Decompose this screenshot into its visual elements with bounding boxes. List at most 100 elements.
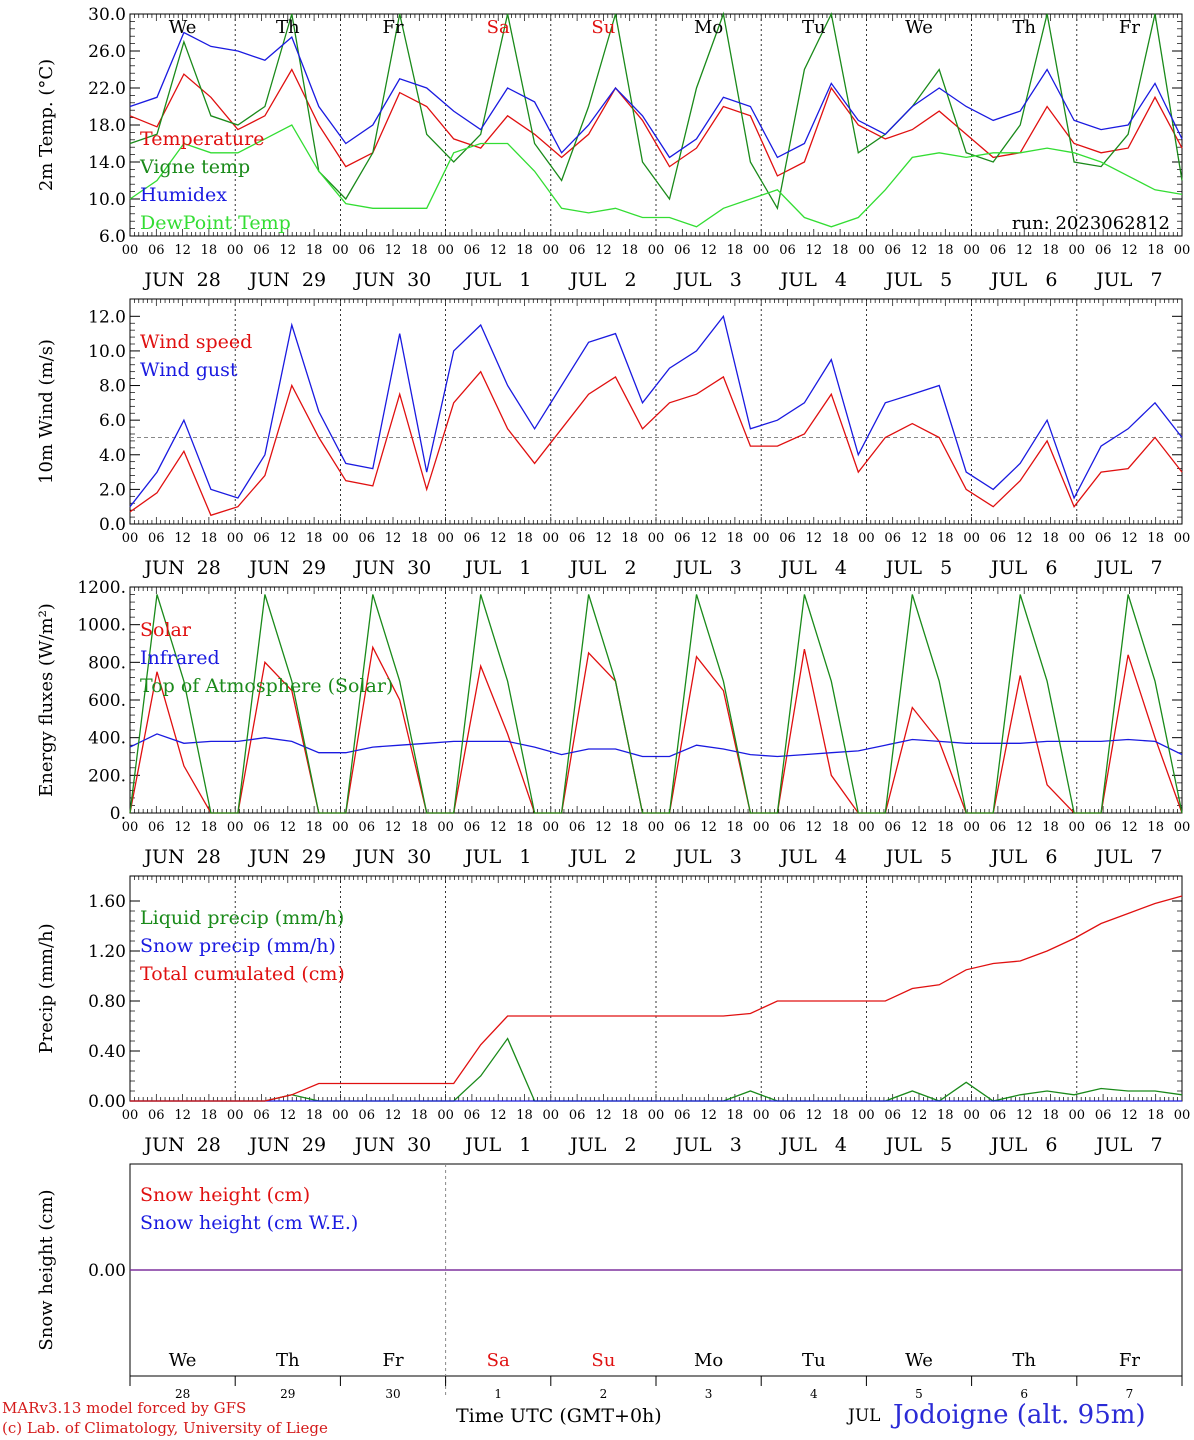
legend-entry: Humidex: [140, 184, 227, 206]
hour-tick-label: 12: [385, 820, 402, 835]
hour-tick-label: 12: [1121, 1108, 1138, 1123]
hour-tick-label: 12: [385, 243, 402, 258]
weekday-label: Fr: [1119, 17, 1140, 38]
hour-tick-label: 12: [490, 820, 507, 835]
y-tick-label: 26.0: [88, 42, 126, 62]
legend-entry: DewPoint Temp: [140, 212, 291, 234]
hour-tick-label: 06: [674, 531, 691, 546]
hour-tick-label: 12: [806, 820, 823, 835]
hour-tick-label: 00: [1174, 243, 1191, 258]
hour-tick-label: 18: [1147, 531, 1164, 546]
hour-tick-label: 00: [122, 1108, 139, 1123]
legend-entry: Total cumulated (cm): [140, 963, 345, 985]
hour-tick-label: 00: [1069, 1108, 1086, 1123]
hour-tick-label: 06: [358, 820, 375, 835]
hour-tick-label: 06: [148, 243, 165, 258]
y-tick-label: 1200.: [77, 578, 126, 598]
date-label: JUL 7: [1094, 1134, 1162, 1156]
hour-tick-label: 18: [516, 243, 533, 258]
date-label: JUL 6: [989, 557, 1057, 579]
hour-tick-label: 00: [648, 531, 665, 546]
day-number-label: 6: [1020, 1387, 1028, 1401]
hour-tick-label: 18: [937, 243, 954, 258]
hour-tick-label: 00: [753, 243, 770, 258]
hour-tick-label: 12: [1016, 820, 1033, 835]
legend-entry: Snow precip (mm/h): [140, 935, 336, 957]
hour-tick-label: 12: [490, 531, 507, 546]
hour-tick-label: 18: [832, 820, 849, 835]
date-label: JUL 7: [1094, 846, 1162, 868]
date-label: JUL 2: [568, 269, 636, 291]
hour-tick-label: 00: [1174, 820, 1191, 835]
hour-tick-label: 18: [727, 820, 744, 835]
hour-tick-label: 18: [411, 1108, 428, 1123]
hour-tick-label: 18: [937, 1108, 954, 1123]
y-axis-title: Energy fluxes (W/m²): [36, 603, 57, 797]
date-label: JUN 28: [142, 269, 221, 291]
day-number-label: 1: [494, 1387, 502, 1401]
weekday-label: Tu: [802, 17, 826, 38]
hour-tick-label: 18: [201, 531, 218, 546]
hour-tick-label: 12: [385, 1108, 402, 1123]
hour-tick-label: 18: [1147, 820, 1164, 835]
hour-tick-label: 12: [700, 820, 717, 835]
hour-tick-label: 12: [595, 531, 612, 546]
hour-tick-label: 00: [437, 531, 454, 546]
model-credit: MARv3.13 model forced by GFS: [2, 1399, 247, 1417]
location-label: Jodoigne (alt. 95m): [893, 1400, 1146, 1430]
hour-tick-label: 18: [621, 243, 638, 258]
weekday-label: Th: [276, 1350, 300, 1371]
date-label: JUL 1: [463, 1134, 531, 1156]
hour-tick-label: 06: [358, 531, 375, 546]
date-label: JUL 5: [884, 846, 952, 868]
hour-tick-label: 18: [411, 243, 428, 258]
date-label: JUN 29: [248, 269, 327, 291]
weekday-label: Th: [1012, 1350, 1036, 1371]
hour-tick-label: 12: [1121, 820, 1138, 835]
hour-tick-label: 00: [753, 820, 770, 835]
hour-tick-label: 06: [569, 1108, 586, 1123]
day-number-label: 7: [1126, 1387, 1134, 1401]
day-number-label: 4: [810, 1387, 818, 1401]
hour-tick-label: 12: [280, 531, 297, 546]
y-tick-label: 18.0: [88, 116, 126, 136]
y-tick-label: 0.00: [88, 1261, 126, 1281]
series-line-2-2: [129, 314, 1183, 508]
date-label: JUN 30: [353, 557, 432, 579]
date-label: JUL 1: [463, 846, 531, 868]
hour-tick-label: 00: [227, 1108, 244, 1123]
y-tick-label: 200.: [88, 766, 126, 786]
hour-tick-label: 00: [227, 243, 244, 258]
weekday-label: Th: [1012, 17, 1036, 38]
hour-tick-label: 06: [253, 1108, 270, 1123]
panel-1: [129, 11, 1183, 237]
hour-tick-label: 06: [779, 1108, 796, 1123]
hour-tick-label: 12: [490, 243, 507, 258]
hour-tick-label: 12: [595, 1108, 612, 1123]
hour-tick-label: 12: [911, 820, 928, 835]
y-axis-title: 2m Temp. (°C): [36, 59, 57, 191]
weekday-label: Sa: [487, 1350, 510, 1371]
legend-entry: Infrared: [140, 647, 220, 669]
hour-tick-label: 12: [174, 243, 191, 258]
date-label: JUL 1: [463, 557, 531, 579]
hour-tick-label: 06: [884, 531, 901, 546]
date-label: JUL 3: [673, 269, 741, 291]
hour-tick-label: 06: [674, 1108, 691, 1123]
hour-tick-label: 06: [148, 1108, 165, 1123]
hour-tick-label: 12: [1016, 1108, 1033, 1123]
hour-tick-label: 00: [543, 531, 560, 546]
hour-tick-label: 00: [332, 1108, 349, 1123]
hour-tick-label: 12: [806, 1108, 823, 1123]
hour-tick-label: 00: [963, 243, 980, 258]
y-tick-label: 10.0: [88, 342, 126, 362]
hour-tick-label: 12: [700, 243, 717, 258]
hour-tick-label: 18: [516, 1108, 533, 1123]
hour-tick-label: 00: [437, 243, 454, 258]
hour-tick-label: 06: [674, 820, 691, 835]
hour-tick-label: 06: [148, 531, 165, 546]
date-label: JUL 6: [989, 1134, 1057, 1156]
y-tick-label: 0.: [110, 804, 126, 824]
hour-tick-label: 06: [990, 820, 1007, 835]
hour-tick-label: 18: [1147, 1108, 1164, 1123]
